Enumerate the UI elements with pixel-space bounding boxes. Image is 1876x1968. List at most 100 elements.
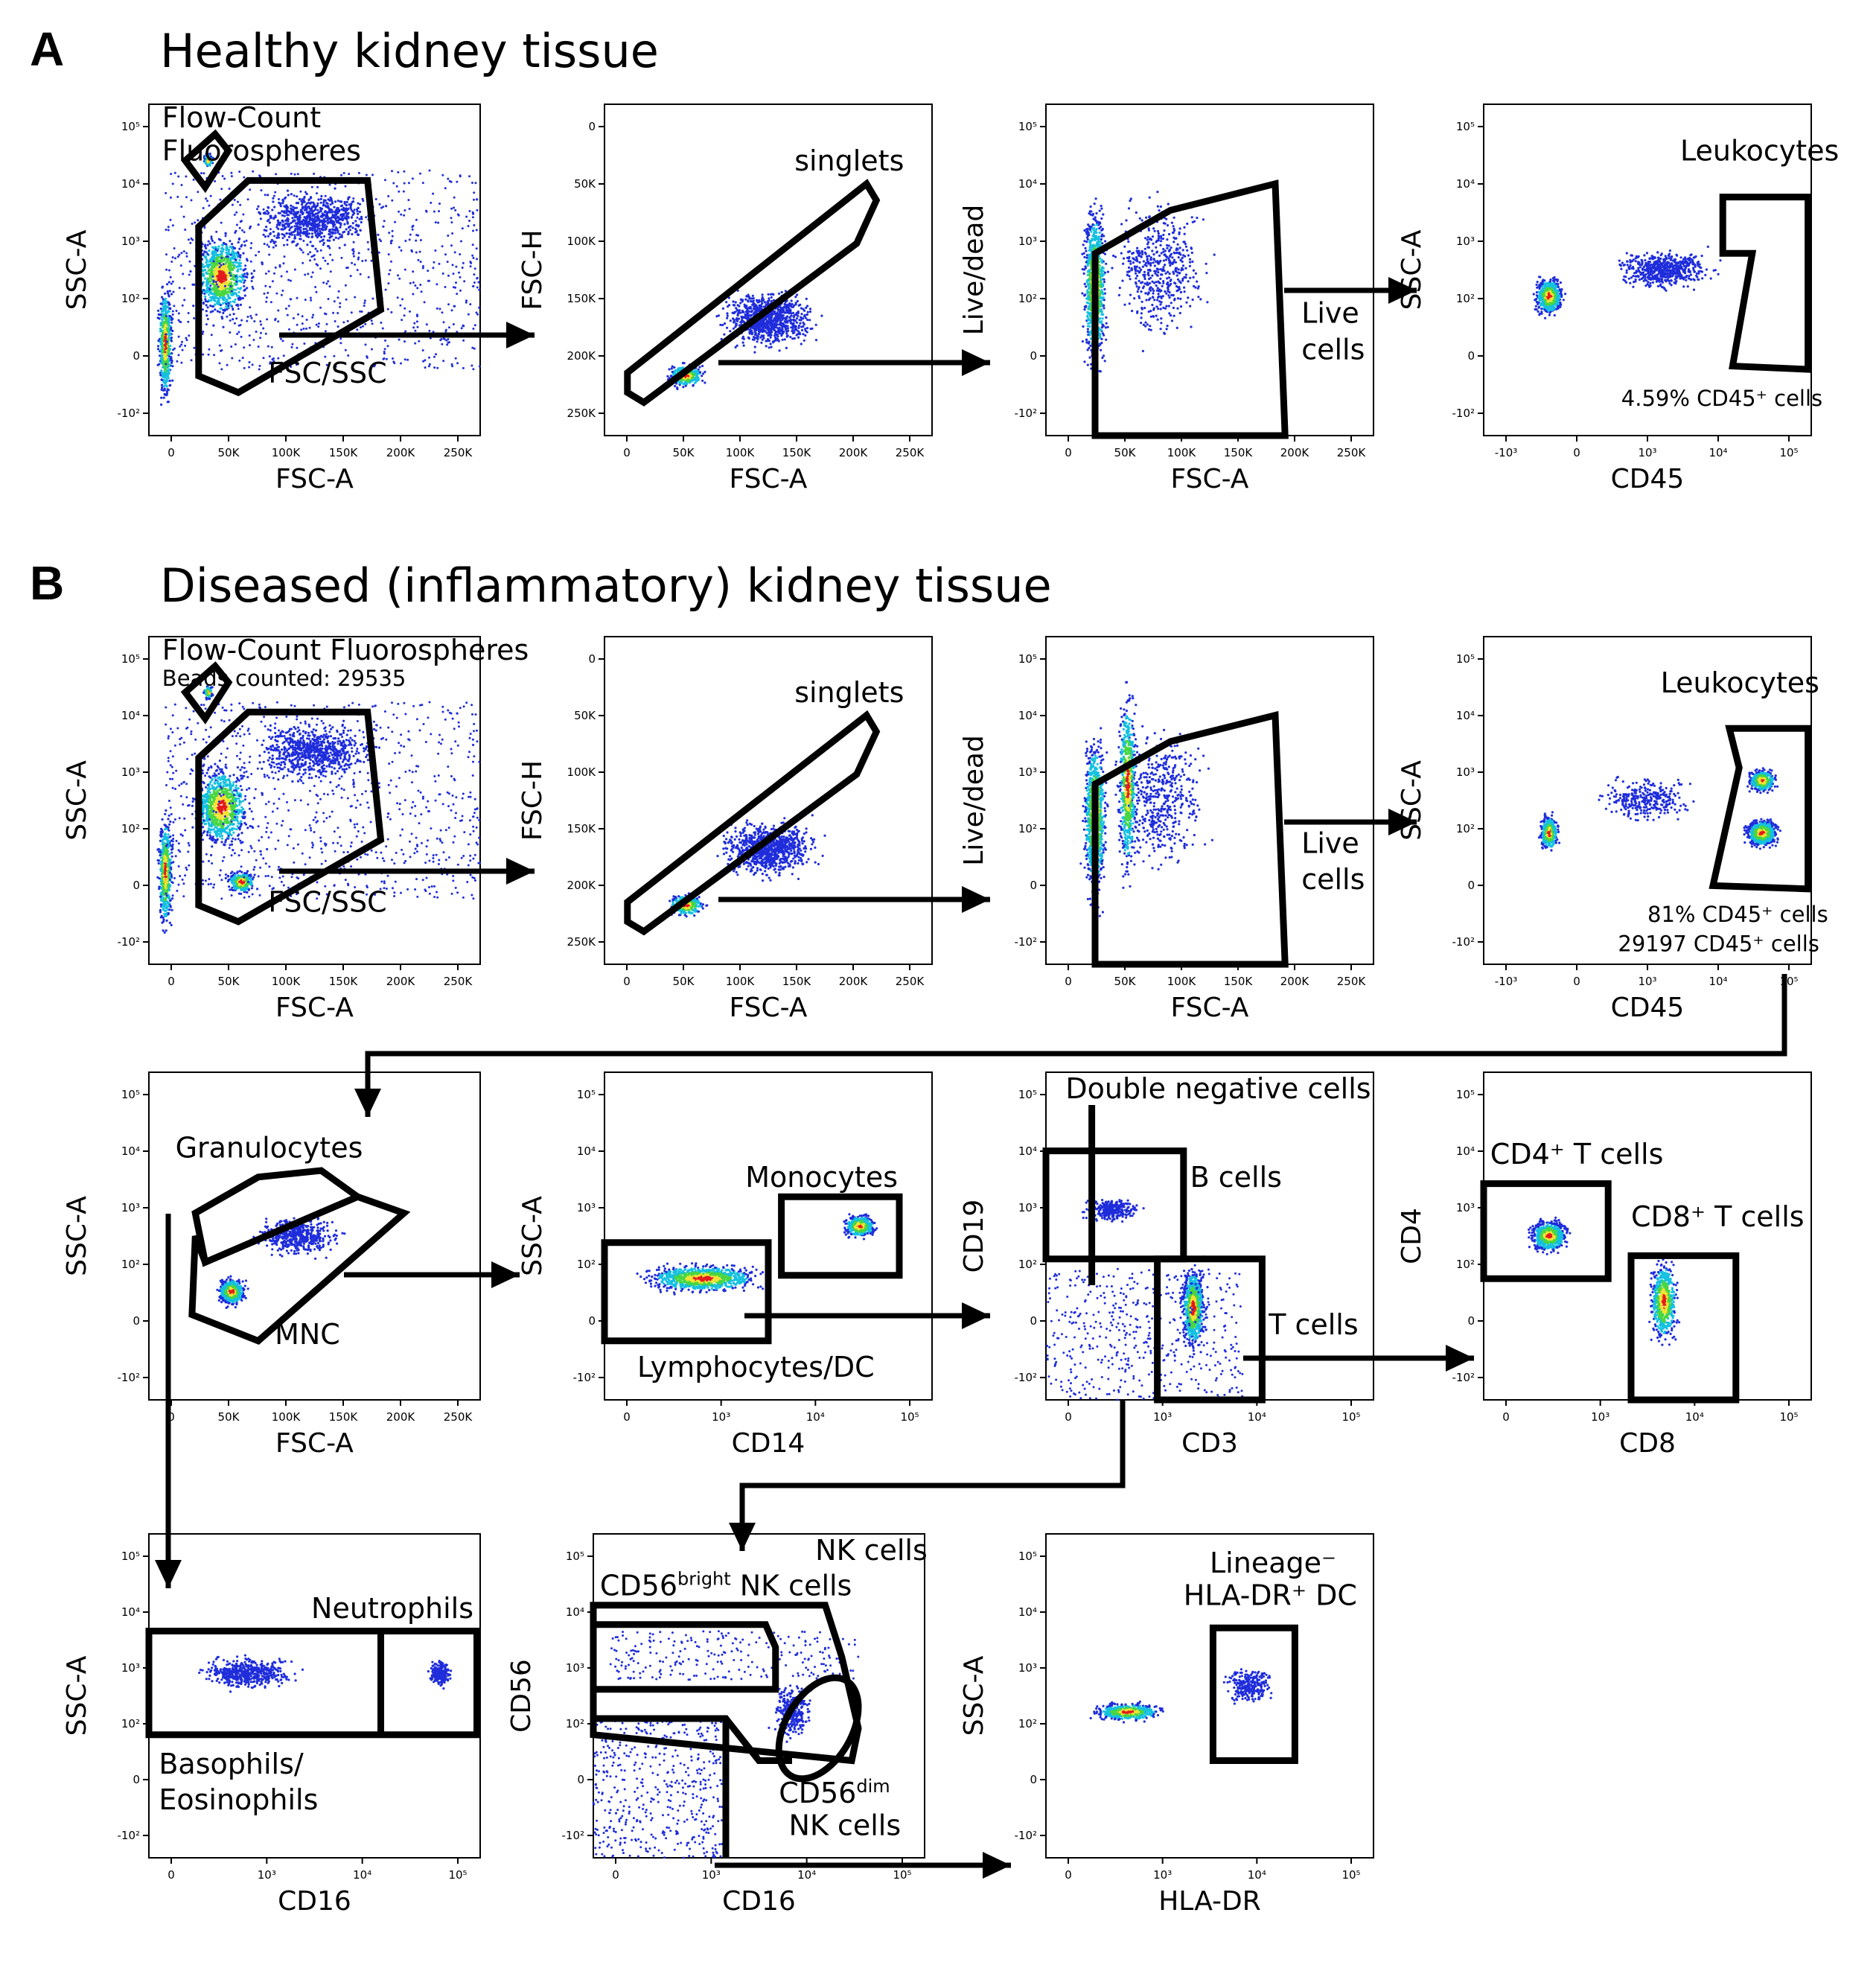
panel-a-title: Healthy kidney tissue [160,24,659,78]
gate-label-double_neg: Double negative cells [1065,1072,1371,1105]
y-axis-label: SSC-A [62,1196,92,1276]
y-tick: 0 [133,1314,140,1328]
x-tick: 50K [673,975,695,988]
y-tick: 10³ [121,765,140,779]
y-tick: 10⁴ [577,1144,596,1158]
superscript: dim [856,1776,890,1797]
y-tick: 50K [574,709,596,722]
x-tick: 10³ [702,1868,721,1882]
gate-label-b_cells: B cells [1190,1161,1282,1194]
x-tick: 200K [1280,446,1310,459]
y-tick: -10² [1014,1371,1037,1384]
y-tick: 10³ [121,1201,140,1214]
x-tick: 0 [623,446,631,459]
y-tick: -10² [1014,1829,1037,1842]
x-tick: 10⁴ [1685,1410,1704,1424]
gate-label-lineage: Lineage⁻ [1210,1547,1336,1579]
gate-label-monocytes: Monocytes [745,1161,898,1194]
y-tick: 10³ [1018,1661,1037,1675]
gate-label-leukocytes: Leukocytes [1661,666,1819,699]
y-tick: 10² [566,1717,584,1730]
y-tick: 10² [1018,1717,1037,1730]
y-tick: -10² [572,1371,596,1384]
y-tick: 10⁴ [121,1144,140,1158]
x-tick: 10³ [1591,1410,1609,1424]
x-axis-label: CD16 [722,1886,796,1917]
x-axis-label: HLA-DR [1158,1886,1261,1917]
y-tick: 10² [1018,292,1037,305]
x-axis-label: CD14 [732,1428,805,1459]
gate-label-fsc_ssc: FSC/SSC [268,886,386,919]
x-tick: 150K [782,446,812,459]
x-tick: 10³ [1638,975,1656,988]
x-axis-label: FSC-A [730,464,808,494]
y-tick: 100K [567,235,597,248]
y-axis-label: SSC-A [517,1196,548,1276]
y-tick: 10⁵ [1018,652,1037,666]
x-tick: 250K [444,446,473,459]
x-tick: 10⁵ [893,1868,911,1882]
gate-label-beads_b: Flow-Count Fluorospheres [162,634,529,666]
x-tick: 150K [782,975,812,988]
y-tick: 0 [133,1773,140,1786]
x-tick: 150K [1224,446,1254,459]
y-tick: 150K [567,292,597,305]
y-tick: 0 [133,349,140,363]
y-tick: 10² [1456,1258,1475,1271]
x-axis-label: FSC-A [275,993,354,1023]
y-tick: -10² [117,935,140,949]
y-tick: -10² [1452,1371,1475,1384]
y-tick: 10⁴ [1456,177,1475,191]
y-tick: 10⁴ [1018,1144,1037,1158]
y-tick: 250K [567,935,597,949]
gate-label-live_1: Live [1301,827,1359,859]
x-tick: 0 [168,1868,175,1882]
y-tick: 200K [567,349,597,363]
y-tick: 10⁴ [1018,177,1037,191]
x-tick: 10⁴ [1708,446,1727,459]
gate-label-cd8_t: CD8⁺ T cells [1631,1200,1805,1233]
y-tick: 10⁵ [1456,652,1475,666]
y-tick: 10³ [1018,765,1037,779]
x-tick: 10⁴ [1248,1868,1266,1882]
y-tick: 10² [121,1258,140,1271]
x-tick: 200K [386,446,416,459]
y-tick: 10⁴ [121,1605,140,1619]
y-tick: -10² [1452,407,1475,420]
gate-label-baso_2: Eosinophils [159,1783,318,1816]
x-tick: 250K [896,975,925,988]
x-tick: 100K [726,975,756,988]
y-tick: 10⁵ [1018,1550,1037,1563]
x-tick: 200K [839,975,869,988]
x-tick: 100K [1167,975,1197,988]
y-tick: 10⁴ [1456,709,1475,722]
x-tick: 200K [386,1410,416,1424]
y-tick: 50K [574,177,596,191]
y-tick: 0 [1030,349,1037,363]
x-tick: 10³ [712,1410,730,1424]
x-tick: -10³ [1495,975,1518,988]
y-tick: -10² [117,407,140,420]
gate-label-t_cells: T cells [1268,1308,1358,1341]
gate-label-live_2: cells [1301,334,1365,366]
y-tick: 10² [121,1717,140,1730]
panels-layer: 10⁵ 10⁴ 10³ 10² 0 -10² 0 50K 100K 150K 200K 250K FSC… [62,101,1839,1917]
y-tick: 10⁵ [121,1088,140,1101]
x-tick: 100K [1167,446,1197,459]
y-tick: 10³ [1456,1201,1475,1214]
x-tick: 250K [444,975,473,988]
y-tick: 0 [588,652,596,666]
x-axis-label: CD3 [1181,1428,1238,1459]
y-tick: 0 [588,1314,596,1328]
gate-label-beads_a_2: Fluorospheres [162,135,361,168]
x-tick: 10³ [1153,1410,1172,1424]
arrow-head [491,1261,520,1288]
x-axis-label: CD45 [1611,993,1685,1023]
y-tick: 10³ [1018,235,1037,248]
y-tick: 10³ [1456,235,1475,248]
y-tick: 0 [1467,1314,1475,1328]
